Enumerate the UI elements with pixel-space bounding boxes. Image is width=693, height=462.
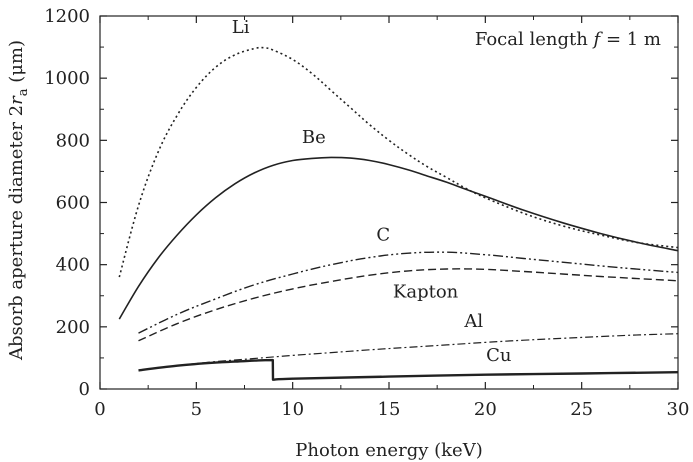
series-label-kapton: Kapton <box>393 281 459 302</box>
x-axis-ticks: 0 5 10 15 20 25 30 <box>94 16 689 420</box>
x-tick-label: 0 <box>94 399 105 420</box>
y-tick-label: 600 <box>56 193 90 214</box>
y-axis-title: Absorb aperture diameter 2ra (μm) <box>6 40 31 361</box>
y-axis-title-prefix: Absorb aperture diameter 2 <box>6 105 27 361</box>
plot-area-border <box>99 15 679 390</box>
y-axis-title-suffix: (μm) <box>6 40 27 89</box>
y-tick-label: 1200 <box>44 6 90 27</box>
y-tick-label: 400 <box>56 255 90 276</box>
plot-frame <box>99 15 679 390</box>
y-tick-label: 200 <box>56 317 90 338</box>
series-line-cu <box>138 358 679 381</box>
y-axis-title-sub: a <box>16 88 31 96</box>
x-tick-label: 5 <box>191 399 202 420</box>
series-line-c <box>138 251 679 334</box>
y-tick-label: 0 <box>79 379 90 400</box>
y-tick-label: 800 <box>56 130 90 151</box>
series-label-li: Li <box>232 17 250 38</box>
series-label-c: C <box>376 225 390 246</box>
x-axis-title: Photon energy (keV) <box>295 440 482 461</box>
series-lines <box>118 46 679 381</box>
focal-length-annotation: Focal length f = 1 m <box>475 29 661 50</box>
series-line-li <box>118 46 679 278</box>
series-line-al <box>138 333 679 371</box>
annotation-prefix: Focal length <box>475 29 594 50</box>
x-tick-label: 15 <box>378 399 401 420</box>
x-tick-label: 25 <box>570 399 593 420</box>
x-tick-label: 10 <box>281 399 304 420</box>
series-line-be <box>118 156 679 320</box>
series-label-cu: Cu <box>486 345 511 366</box>
y-axis-title-var: r <box>6 95 27 105</box>
x-tick-label: 20 <box>474 399 497 420</box>
series-label-be: Be <box>302 127 326 148</box>
y-axis-ticks: 0 200 400 600 800 1000 1200 <box>44 6 678 400</box>
series-label-al: Al <box>463 311 483 332</box>
x-tick-label: 30 <box>667 399 690 420</box>
annotation-suffix: = 1 m <box>600 29 661 50</box>
series-line-kapton <box>138 268 679 342</box>
y-tick-label: 1000 <box>44 68 90 89</box>
